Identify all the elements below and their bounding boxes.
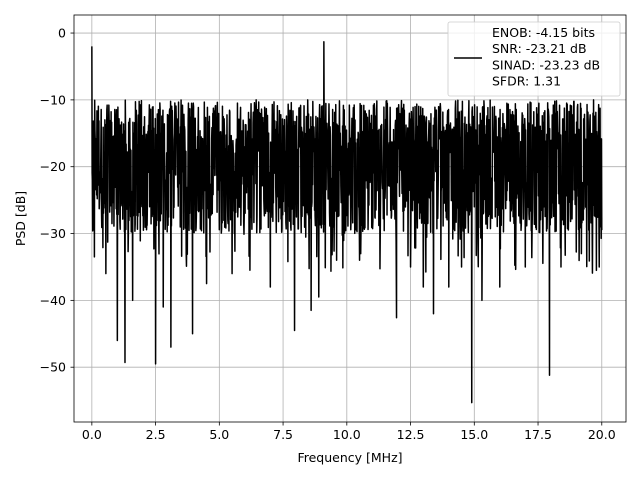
y-tick-label: −50 (40, 360, 66, 375)
y-tick-label: 0 (58, 26, 66, 41)
x-tick-label: 7.5 (273, 427, 293, 442)
y-tick-label: −20 (40, 159, 66, 174)
x-axis-ticks: 0.0 2.5 5.0 7.5 10.0 12.5 15.0 17.5 20.0 (82, 422, 616, 442)
y-tick-label: −40 (40, 293, 66, 308)
x-tick-label: 12.5 (397, 427, 425, 442)
legend-box (447, 21, 621, 97)
legend-entry-sfdr: SFDR: 1.31 (492, 74, 561, 89)
legend-entry-snr: SNR: -23.21 dB (492, 41, 587, 56)
y-tick-label: −10 (40, 92, 66, 107)
x-tick-label: 17.5 (524, 427, 552, 442)
x-tick-label: 15.0 (460, 427, 488, 442)
x-axis-label: Frequency [MHz] (297, 450, 402, 465)
legend-entry-sinad: SINAD: -23.23 dB (492, 57, 600, 72)
x-tick-label: 5.0 (209, 427, 229, 442)
plot-area (91, 40, 603, 404)
x-tick-label: 0.0 (82, 427, 102, 442)
y-tick-label: −30 (40, 226, 66, 241)
x-tick-label: 20.0 (588, 427, 616, 442)
x-tick-label: 10.0 (333, 427, 361, 442)
y-axis-ticks: 0 −10 −20 −30 −40 −50 (40, 26, 74, 375)
legend: ENOB: -4.15 bits SNR: -23.21 dB SINAD: -… (447, 21, 621, 97)
psd-series-line (91, 40, 603, 404)
y-axis-label: PSD [dB] (13, 191, 28, 246)
x-tick-label: 2.5 (146, 427, 166, 442)
legend-entry-enob: ENOB: -4.15 bits (492, 25, 595, 40)
axes-frame (73, 14, 627, 423)
